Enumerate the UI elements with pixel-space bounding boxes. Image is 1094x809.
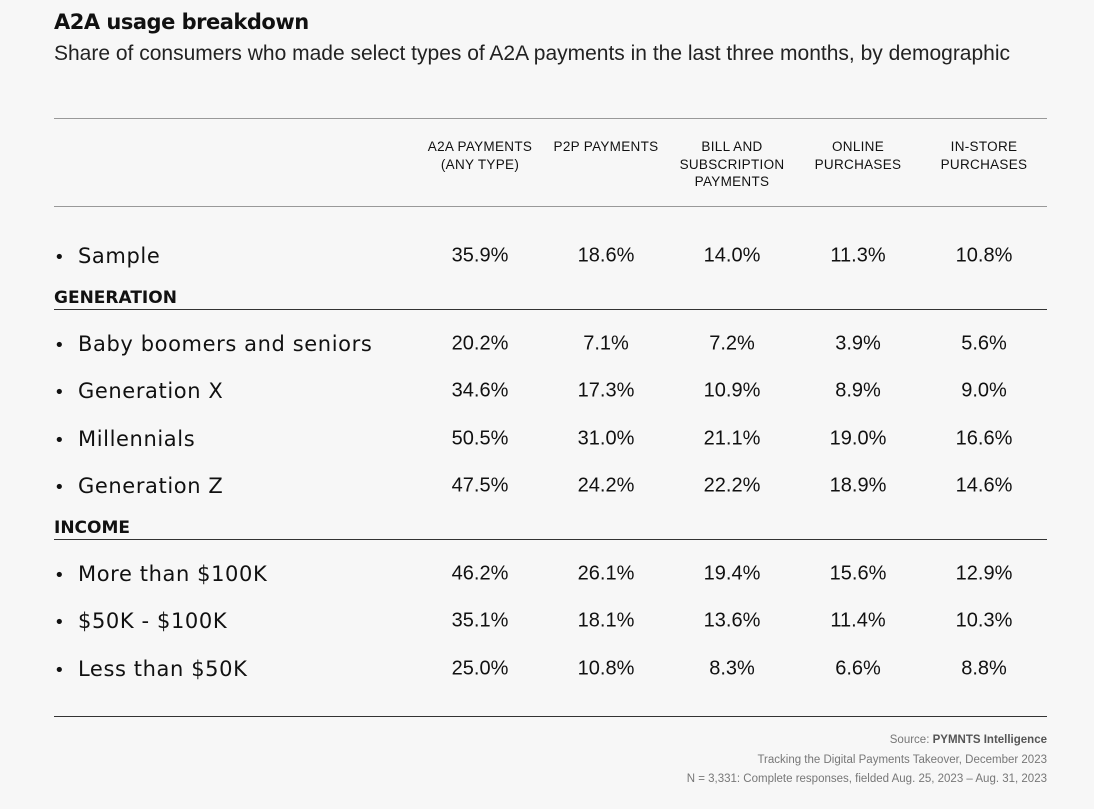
column-header: ONLINE PURCHASES bbox=[814, 139, 902, 172]
column-header: BILL AND SUBSCRIPTION PAYMENTS bbox=[679, 139, 785, 189]
group-label: INCOME bbox=[54, 517, 131, 538]
row-label: Baby boomers and seniors bbox=[54, 332, 372, 356]
cell: 18.1% bbox=[577, 609, 635, 632]
cell: 46.2% bbox=[451, 562, 509, 585]
cell: 18.6% bbox=[577, 244, 635, 267]
cell: 10.8% bbox=[577, 657, 635, 680]
cell: 24.2% bbox=[577, 474, 635, 497]
cell: 22.2% bbox=[703, 474, 761, 497]
cell: 15.6% bbox=[829, 562, 887, 585]
column-header: P2P PAYMENTS bbox=[553, 139, 659, 154]
source-name: PYMNTS Intelligence bbox=[932, 734, 1047, 746]
cell: 34.6% bbox=[451, 379, 509, 402]
group-rule bbox=[54, 538, 1047, 540]
cell: 14.0% bbox=[703, 244, 761, 267]
subtitle: Share of consumers who made select types… bbox=[54, 42, 1011, 65]
cell: 10.8% bbox=[955, 244, 1013, 267]
source: Source: PYMNTS Intelligence bbox=[890, 734, 1047, 746]
cell: 13.6% bbox=[703, 609, 761, 632]
cell: 8.9% bbox=[835, 379, 881, 402]
cell: 8.3% bbox=[709, 657, 755, 680]
cell: 16.6% bbox=[955, 427, 1013, 450]
cell: 25.0% bbox=[451, 657, 509, 680]
cell: 11.4% bbox=[830, 609, 886, 632]
cell: 7.2% bbox=[709, 332, 755, 355]
cell: 12.9% bbox=[955, 562, 1013, 585]
cell: 50.5% bbox=[451, 427, 509, 450]
cell: 19.0% bbox=[829, 427, 887, 450]
cell: 7.1% bbox=[583, 332, 629, 355]
source-label: Source: bbox=[889, 734, 930, 746]
cell: 35.9% bbox=[451, 244, 509, 267]
rule bbox=[54, 206, 1047, 207]
cell: 8.8% bbox=[961, 657, 1007, 680]
cell: 10.3% bbox=[955, 609, 1013, 632]
column-header: A2A PAYMENTS (ANY TYPE) bbox=[427, 139, 533, 172]
cell: 5.6% bbox=[961, 332, 1007, 355]
row-label: Sample bbox=[54, 244, 160, 268]
row-label: Millennials bbox=[54, 427, 195, 451]
cell: 6.6% bbox=[835, 657, 881, 680]
cell: 3.9% bbox=[835, 332, 881, 355]
footnote: N = 3,331: Complete responses, fielded A… bbox=[686, 773, 1047, 785]
title: A2A usage breakdown bbox=[54, 10, 309, 34]
row-label: Generation Z bbox=[54, 474, 223, 498]
rule bbox=[54, 716, 1047, 717]
row-label: More than $100K bbox=[54, 562, 267, 586]
cell: 21.1% bbox=[703, 427, 761, 450]
cell: 26.1% bbox=[577, 562, 635, 585]
group-rule bbox=[54, 309, 1047, 310]
row-label: $50K - $100K bbox=[54, 609, 227, 633]
cell: 19.4% bbox=[703, 562, 761, 585]
cell: 20.2% bbox=[451, 332, 509, 355]
footnote: Tracking the Digital Payments Takeover, … bbox=[757, 754, 1047, 766]
cell: 35.1% bbox=[451, 609, 509, 632]
cell: 17.3% bbox=[577, 379, 635, 402]
group-label: GENERATION bbox=[54, 288, 177, 308]
column-header: IN-STORE PURCHASES bbox=[940, 139, 1028, 172]
cell: 10.9% bbox=[703, 379, 761, 402]
cell: 47.5% bbox=[451, 474, 509, 497]
cell: 11.3% bbox=[830, 244, 886, 267]
cell: 31.0% bbox=[577, 427, 635, 450]
cell: 18.9% bbox=[829, 474, 887, 497]
rule bbox=[54, 118, 1047, 119]
cell: 9.0% bbox=[961, 379, 1007, 402]
cell: 14.6% bbox=[955, 474, 1013, 497]
row-label: Less than $50K bbox=[54, 657, 247, 681]
row-label: Generation X bbox=[54, 379, 223, 403]
